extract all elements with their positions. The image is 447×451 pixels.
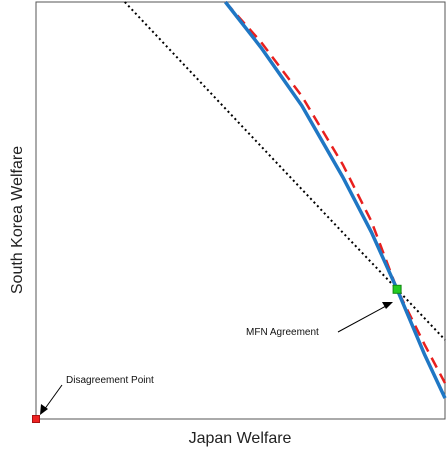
x-axis-label: Japan Welfare	[189, 430, 292, 447]
mfn-arrow-line	[337, 305, 387, 333]
series-dashed-line	[224, 1, 447, 384]
series-solid-line	[224, 0, 447, 399]
y-axis-label: South Korea Welfare	[9, 146, 26, 294]
mfn-agreement-label: MFN Agreement	[246, 327, 319, 338]
disagreement-point-marker	[32, 415, 40, 423]
annotation-mfn: MFN Agreement	[246, 302, 393, 338]
disagreement-arrow-line	[43, 384, 63, 411]
mfn-arrow-head	[382, 302, 393, 309]
disagreement-arrow-head	[40, 404, 48, 415]
plot-frame	[35, 1, 446, 420]
chart-curves	[124, 0, 447, 399]
annotation-disagreement: Disagreement Point	[40, 375, 154, 415]
chart-markers	[32, 284, 402, 423]
mfn-agreement-marker	[392, 284, 402, 294]
disagreement-point-label: Disagreement Point	[66, 375, 154, 386]
